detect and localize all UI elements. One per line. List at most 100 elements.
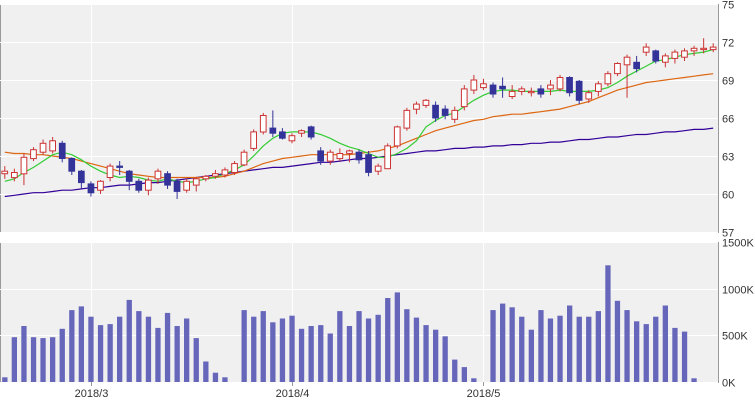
volume-y-tick-label: 1500K [722,238,754,250]
volume-bar [88,316,94,382]
candle-down [125,170,133,182]
price-y-tick-label: 66 [722,114,734,126]
volume-bar [289,315,295,382]
candle-up [527,90,535,94]
candle-down [164,173,171,186]
volume-bar [595,311,601,382]
price-y-tick-label: 75 [722,0,734,12]
candle-down [575,80,583,101]
volume-bar [279,318,286,382]
volume-bar [653,316,659,382]
candle-up [662,55,669,63]
volume-bar [557,315,563,382]
candle-up [642,46,650,53]
candle-up [700,47,707,51]
volume-bar [423,325,429,382]
candle-up [39,142,47,153]
candle-up [585,92,593,100]
candle-up [326,151,334,162]
volume-bar [500,303,506,382]
volume-bar [634,321,640,382]
volume-bar [385,298,391,382]
candle-down [307,126,315,138]
candle-up [403,109,411,129]
candle-up [11,172,18,179]
volume-bar [404,309,410,382]
candle-down [317,150,324,162]
volume-bar [490,310,496,382]
candle-up [604,73,612,85]
volume-bar [145,316,152,382]
volume-bar [528,329,534,382]
volume-bar [605,265,611,382]
volume-bar [672,327,678,382]
volume-bar [117,316,123,382]
volume-bar [681,331,688,382]
volume-bar [155,327,161,382]
volume-bar [356,311,362,382]
price-y-tick-label: 69 [722,76,734,88]
candle-up [346,150,353,154]
volume-bar [567,305,573,382]
volume-bar [241,310,247,382]
candle-up [470,79,478,91]
volume-bar [509,307,515,382]
x-tick-label: 2018/4 [276,388,310,400]
x-tick-label: 2018/3 [75,388,109,400]
volume-bar [442,336,448,382]
candle-up [336,153,344,160]
volume-bar [337,311,343,382]
volume-bar [662,305,668,382]
volume-bar [394,292,400,382]
candle-down [537,88,545,95]
price-y-tick-label: 63 [722,152,734,164]
candle-up [681,50,688,58]
candle-down [279,131,286,139]
candle-up [623,56,631,66]
candle-up [259,115,267,133]
volume-bar [308,326,314,382]
price-panel: 57 60 63 66 69 72 75 [0,0,734,240]
volume-bar [260,311,266,382]
volume-bar [519,316,525,382]
volume-bar [97,325,104,382]
candle-up [298,130,305,134]
candle-down [432,104,439,119]
candle-down [68,158,76,172]
volume-bar [538,310,544,382]
volume-bar [30,337,37,382]
candle-up [106,165,114,179]
candle-down [58,142,66,160]
candle-up [384,145,391,170]
candle-up [1,170,9,175]
candle-up [20,156,28,175]
volume-bar [346,326,353,382]
candle-down [87,183,95,194]
candle-up [145,179,152,191]
volume-y-tick-label: 1000K [722,285,754,297]
candle-up [614,63,621,75]
volume-bar [270,322,276,382]
candle-up [154,170,162,180]
price-y-tick-label: 60 [722,190,734,202]
candle-up [30,149,37,160]
volume-bar [107,324,113,382]
candle-down [173,180,181,192]
candle-up [393,126,401,147]
price-y-tick-label: 72 [722,38,734,50]
volume-bar [136,311,142,382]
candle-up [212,173,219,177]
candle-up [508,90,516,98]
volume-bar [691,378,697,382]
candle-up [231,163,238,174]
volume-panel: 0K 500K 1000K 1500K 2018/3 2018/4 2018/5 [0,238,754,400]
volume-bar [50,337,56,382]
volume-bar [586,316,592,382]
volume-y-tick-label: 0K [722,378,736,390]
volume-bar [126,299,132,382]
volume-bar [193,338,199,382]
volume-bar [614,300,621,382]
price-y-tick-label: 57 [722,228,734,240]
candle-down [499,85,506,90]
